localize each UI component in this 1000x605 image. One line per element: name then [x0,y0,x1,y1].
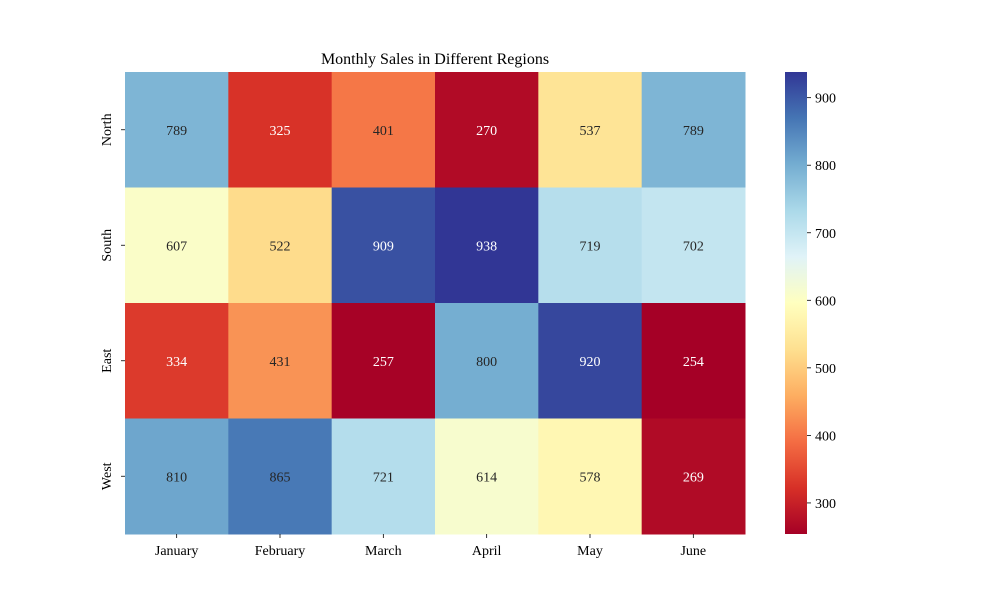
heatmap-cell [435,418,539,535]
cell-value-label: 269 [683,470,704,485]
cell-value-label: 920 [580,355,601,370]
cell-value-label: 702 [683,239,704,254]
y-tick-label: West [100,462,115,490]
colorbar-tick-label: 500 [815,362,836,377]
cell-value-label: 789 [683,124,704,139]
cell-value-label: 325 [270,124,291,139]
chart-title: Monthly Sales in Different Regions [321,51,549,68]
heatmap-cell [125,303,229,419]
cell-value-label: 810 [166,470,187,485]
cell-value-label: 721 [373,470,394,485]
cell-value-label: 270 [476,124,497,139]
cell-value-label: 909 [373,239,394,254]
cell-value-label: 614 [476,470,497,485]
colorbar-tick-label: 900 [815,92,836,107]
colorbar-tick-label: 400 [815,429,836,444]
cell-value-label: 800 [476,355,497,370]
heatmap-cell [641,418,746,535]
heatmap-cell [538,187,643,304]
cell-value-label: 257 [373,355,394,370]
heatmap-cell-labels: 789 325 401 270 537 789 607 522 909 938 719 702 334 4… [166,124,704,486]
x-tick-label: March [365,544,402,559]
y-tick-label: South [100,229,115,262]
x-tick-label: April [472,544,502,559]
x-axis: January February March April May June [155,534,706,559]
heatmap-cell [331,418,436,535]
cell-value-label: 607 [166,239,187,254]
heatmap-cell [125,187,229,304]
cell-value-label: 938 [476,239,497,254]
cell-value-label: 401 [373,124,394,139]
cell-value-label: 522 [270,239,291,254]
heatmap-cell [331,303,436,419]
heatmap-cell [538,72,643,188]
heatmap-cell [641,187,746,304]
heatmap-cell [641,72,746,188]
heatmap-cell [125,418,229,535]
cell-value-label: 431 [270,355,291,370]
heatmap-cell [538,418,643,535]
cell-value-label: 254 [683,355,704,370]
colorbar-tick-label: 800 [815,159,836,174]
y-tick-label: East [100,349,115,373]
x-tick-label: January [155,544,199,559]
heatmap-cell [538,303,643,419]
x-tick-label: May [577,544,603,559]
heatmap-cell [228,187,333,304]
heatmap-cell [435,303,539,419]
y-axis: North South East West [100,113,125,490]
heatmap-cell [435,187,539,304]
cell-value-label: 578 [580,470,601,485]
colorbar-tick-label: 300 [815,497,836,512]
heatmap-cell [125,72,229,188]
heatmap-cell [331,72,436,188]
colorbar-tick-label: 700 [815,227,836,242]
heatmap-cell [228,303,333,419]
cell-value-label: 334 [166,355,187,370]
colorbar-tick-label: 600 [815,294,836,309]
heatmap-cell [331,187,436,304]
y-tick-label: North [100,113,115,146]
cell-value-label: 865 [270,470,291,485]
heatmap-cell [435,72,539,188]
cell-value-label: 719 [580,239,601,254]
x-tick-label: June [680,544,706,559]
heatmap-cells [125,72,746,535]
cell-value-label: 789 [166,124,187,139]
colorbar-gradient [785,72,807,534]
colorbar: 300 400 500 600 700 800 900 [785,72,836,534]
x-tick-label: February [255,544,306,559]
cell-value-label: 537 [580,124,601,139]
heatmap-cell [641,303,746,419]
heatmap-cell [228,72,333,188]
heatmap-cell [228,418,333,535]
